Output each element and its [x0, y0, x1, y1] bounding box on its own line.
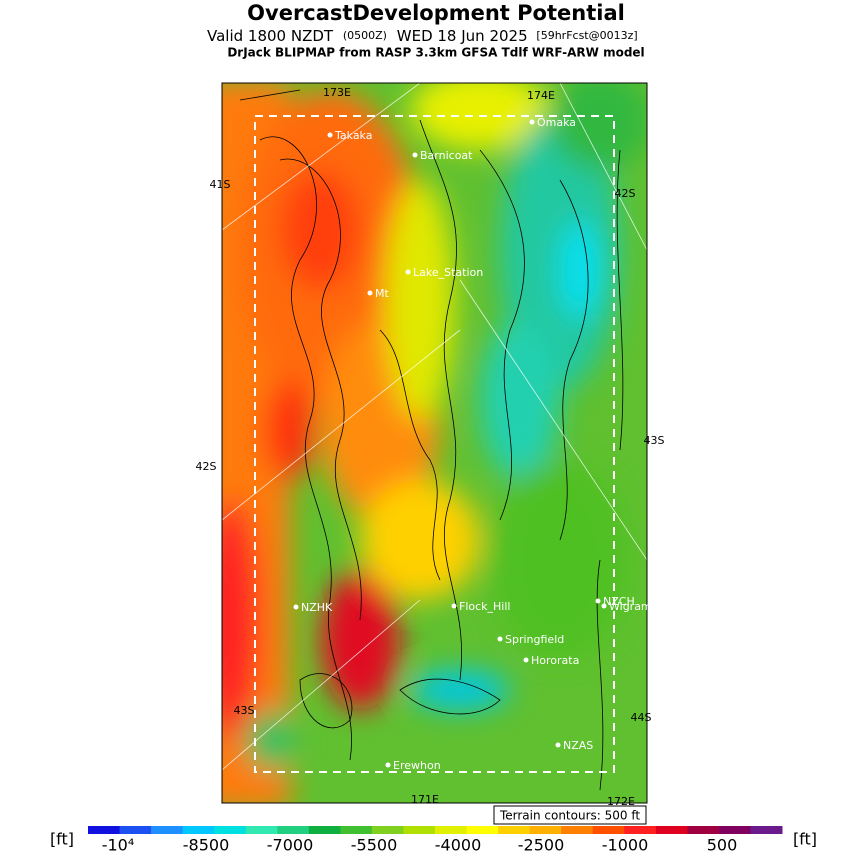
place-dot: [555, 742, 561, 748]
place-dot: [293, 604, 299, 610]
colorbar-swatch: [592, 826, 625, 834]
grid-label: 42S: [615, 187, 636, 200]
place-label: NZHK: [301, 601, 333, 614]
place-dot: [529, 119, 535, 125]
places: Takaka Barnicoat Omaka Lake_Station Mt NZHK Fl…: [293, 116, 652, 772]
colorbar-swatch: [403, 826, 436, 834]
place-label: NZAS: [563, 739, 593, 752]
grid-label: 43S: [234, 704, 255, 717]
grid-label: 43S: [644, 434, 665, 447]
place-label: Mt: [375, 287, 389, 300]
grid-label: 44S: [631, 711, 652, 724]
colorbar: -10⁴ -8500 -7000 -5500 -4000 -2500 -1000 500: [88, 826, 783, 855]
colorbar-swatch: [214, 826, 247, 834]
colorbar-swatch: [718, 826, 751, 834]
valid-line: Valid 1800 NZDT (0500Z) WED 18 Jun 2025 …: [207, 27, 638, 45]
colorbar-label: -4000: [435, 836, 482, 855]
place-label: NZCH: [603, 595, 635, 608]
terrain-note: Terrain contours: 500 ft: [499, 809, 640, 823]
colorbar-swatch: [561, 826, 594, 834]
grid-labels: 173E 174E 41S 42S 42S 43S 43S 44S 171E 172E: [196, 86, 665, 808]
grid-label: 172E: [607, 795, 635, 808]
title: OvercastDevelopment Potential: [247, 1, 625, 25]
place-dot: [367, 290, 373, 296]
colorbar-swatch: [371, 826, 404, 834]
date: WED 18 Jun 2025: [397, 27, 528, 45]
place-dot: [385, 762, 391, 768]
colorbar-swatch: [182, 826, 215, 834]
place-dot: [405, 269, 411, 275]
terrain-note-box: [493, 805, 647, 825]
colorbar-label: -2500: [518, 836, 565, 855]
subtitle: DrJack BLIPMAP from RASP 3.3km GFSA Tdlf…: [227, 46, 644, 60]
colorbar-label: -8500: [183, 836, 230, 855]
forecast: [59hrFcst@0013z]: [536, 29, 637, 42]
place-label: Lake_Station: [413, 266, 483, 279]
colorbar-swatch: [624, 826, 657, 834]
place-dot: [595, 598, 601, 604]
colorbar-label: 500: [707, 836, 738, 855]
map-field: [222, 83, 647, 803]
colorbar-swatch: [687, 826, 720, 834]
colorbar-swatch: [498, 826, 531, 834]
place-dot: [412, 152, 418, 158]
place-label: Wigram: [609, 600, 652, 613]
colorbar-label: -5500: [351, 836, 398, 855]
domain-box: [254, 115, 615, 773]
place-label: Takaka: [334, 129, 372, 142]
colorbar-swatch: [750, 826, 783, 834]
colorbar-swatch: [529, 826, 562, 834]
colorbar-swatch: [340, 826, 373, 834]
place-dot: [497, 636, 503, 642]
place-dot: [451, 603, 457, 609]
grid-label: 42S: [196, 460, 217, 473]
colorbar-swatch: [435, 826, 468, 834]
utc: (0500Z): [343, 29, 387, 42]
place-label: Omaka: [537, 116, 576, 129]
valid: Valid 1800 NZDT: [207, 27, 334, 45]
colorbar-swatch: [466, 826, 499, 834]
colorbar-label: -1000: [602, 836, 649, 855]
place-label: Barnicoat: [420, 149, 473, 162]
colorbar-label: -7000: [267, 836, 314, 855]
colorbar-swatch: [119, 826, 152, 834]
grid-label: 41S: [210, 178, 231, 191]
colorbar-swatch: [151, 826, 184, 834]
colorbar-swatch: [245, 826, 278, 834]
place-dot: [523, 657, 529, 663]
colorbar-swatch: [277, 826, 310, 834]
colorbar-swatch: [655, 826, 688, 834]
colorbar-swatch: [308, 826, 341, 834]
unit-left: [ft]: [50, 830, 74, 849]
unit-right: [ft]: [793, 830, 817, 849]
colorbar-label: -10⁴: [102, 836, 135, 855]
grid-label: 173E: [323, 86, 351, 99]
place-label: Erewhon: [393, 759, 441, 772]
grid-label: 174E: [527, 89, 555, 102]
place-label: Flock_Hill: [459, 600, 510, 613]
place-label: Hororata: [531, 654, 579, 667]
place-label: Springfield: [505, 633, 564, 646]
terrain-contours: [239, 89, 624, 791]
place-dot: [601, 603, 607, 609]
map-frame: [221, 82, 648, 804]
place-dot: [327, 132, 333, 138]
colorbar-swatch: [88, 826, 121, 834]
grid-label: 171E: [411, 793, 439, 806]
